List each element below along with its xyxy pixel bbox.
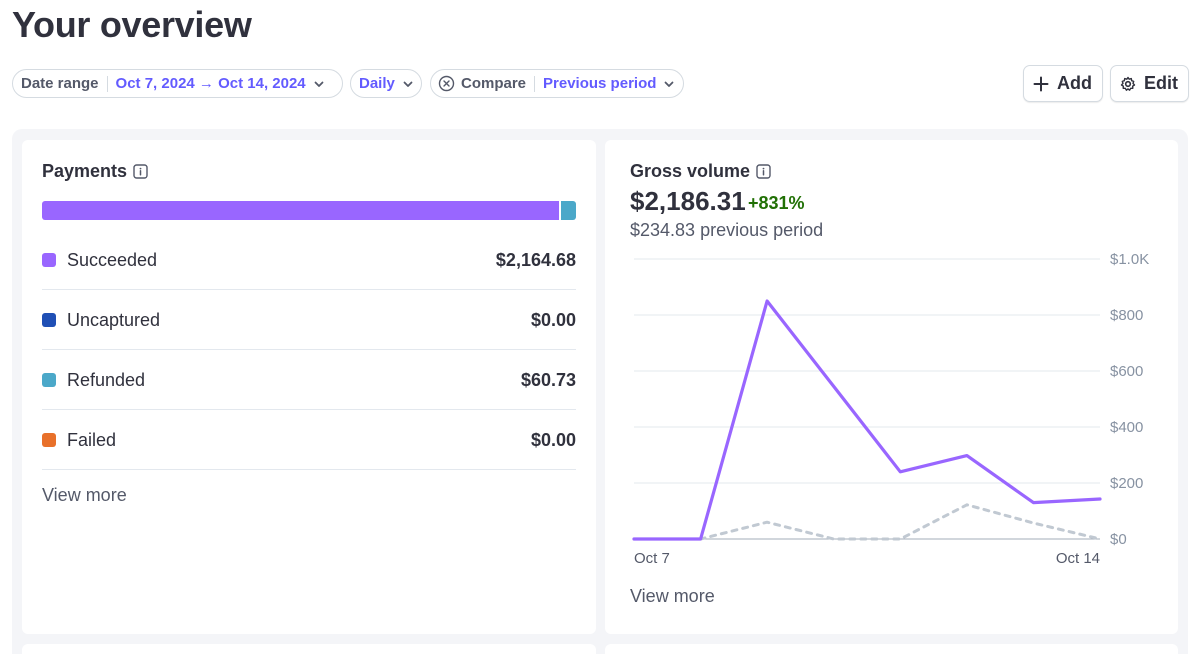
row-divider [42, 469, 576, 470]
payment-status-row[interactable]: Failed $0.00 [42, 410, 576, 470]
payments-title-text: Payments [42, 161, 128, 181]
gross-volume-view-more-link[interactable]: View more [630, 586, 715, 606]
gross-volume-title: Gross volume [630, 161, 771, 182]
pill-divider [106, 75, 108, 92]
status-amount: $2,164.68 [495, 249, 576, 270]
payment-status-row[interactable]: Uncaptured $0.00 [42, 290, 576, 350]
payments-title: Payments [42, 161, 148, 182]
interval-filter[interactable]: Daily [350, 69, 422, 98]
row-divider [42, 349, 576, 350]
status-amount: $0.00 [530, 429, 576, 450]
status-amount: $0.00 [530, 309, 576, 330]
refunded-swatch [42, 373, 56, 387]
row-divider [42, 289, 576, 290]
plus-icon [1033, 76, 1049, 91]
bar-gap [559, 201, 562, 220]
gross-volume-value: $2,186.31 [630, 186, 746, 216]
next-card-right [605, 644, 1178, 654]
info-icon[interactable] [133, 164, 148, 179]
gross-volume-previous: $234.83 previous period [630, 220, 824, 240]
add-button[interactable]: Add [1023, 65, 1103, 102]
compare-label: Compare [461, 75, 527, 92]
info-icon[interactable] [756, 164, 771, 179]
edit-button[interactable]: Edit [1110, 65, 1189, 102]
date-range-value: Oct 7, 2024 → Oct 14, 2024 [115, 75, 306, 92]
date-range-filter[interactable]: Date range Oct 7, 2024 → Oct 14, 2024 [12, 69, 343, 98]
uncaptured-swatch [42, 313, 56, 327]
compare-value: Previous period [543, 75, 657, 92]
edit-button-label: Edit [1144, 73, 1178, 93]
status-name: Succeeded [67, 249, 158, 270]
payment-status-row[interactable]: Succeeded $2,164.68 [42, 230, 576, 290]
chevron-down-icon [403, 81, 413, 87]
failed-swatch [42, 433, 56, 447]
refunded-bar-segment [561, 201, 576, 220]
next-card-left [22, 644, 596, 654]
pill-divider [534, 75, 536, 92]
payments-view-more-link[interactable]: View more [42, 485, 127, 505]
row-divider [42, 409, 576, 410]
status-name: Uncaptured [67, 309, 161, 330]
compare-filter[interactable]: Compare Previous period [430, 69, 684, 98]
add-button-label: Add [1057, 73, 1092, 93]
payment-status-row[interactable]: Refunded $60.73 [42, 350, 576, 410]
chevron-down-icon [665, 81, 674, 87]
succeeded-bar-segment [42, 201, 560, 220]
chevron-down-icon [314, 81, 324, 87]
payments-card [22, 140, 596, 634]
clear-compare-icon[interactable] [438, 75, 455, 92]
payments-breakdown-bar[interactable] [42, 201, 576, 220]
status-name: Failed [67, 429, 117, 450]
page-title: Your overview [12, 4, 252, 45]
date-range-label: Date range [21, 75, 99, 92]
status-name: Refunded [67, 369, 146, 390]
status-amount: $60.73 [520, 369, 576, 390]
interval-value: Daily [359, 75, 395, 92]
gear-icon [1120, 76, 1136, 91]
gross-volume-title-text: Gross volume [630, 161, 751, 181]
gross-volume-change: +831% [748, 193, 805, 213]
succeeded-swatch [42, 253, 56, 267]
